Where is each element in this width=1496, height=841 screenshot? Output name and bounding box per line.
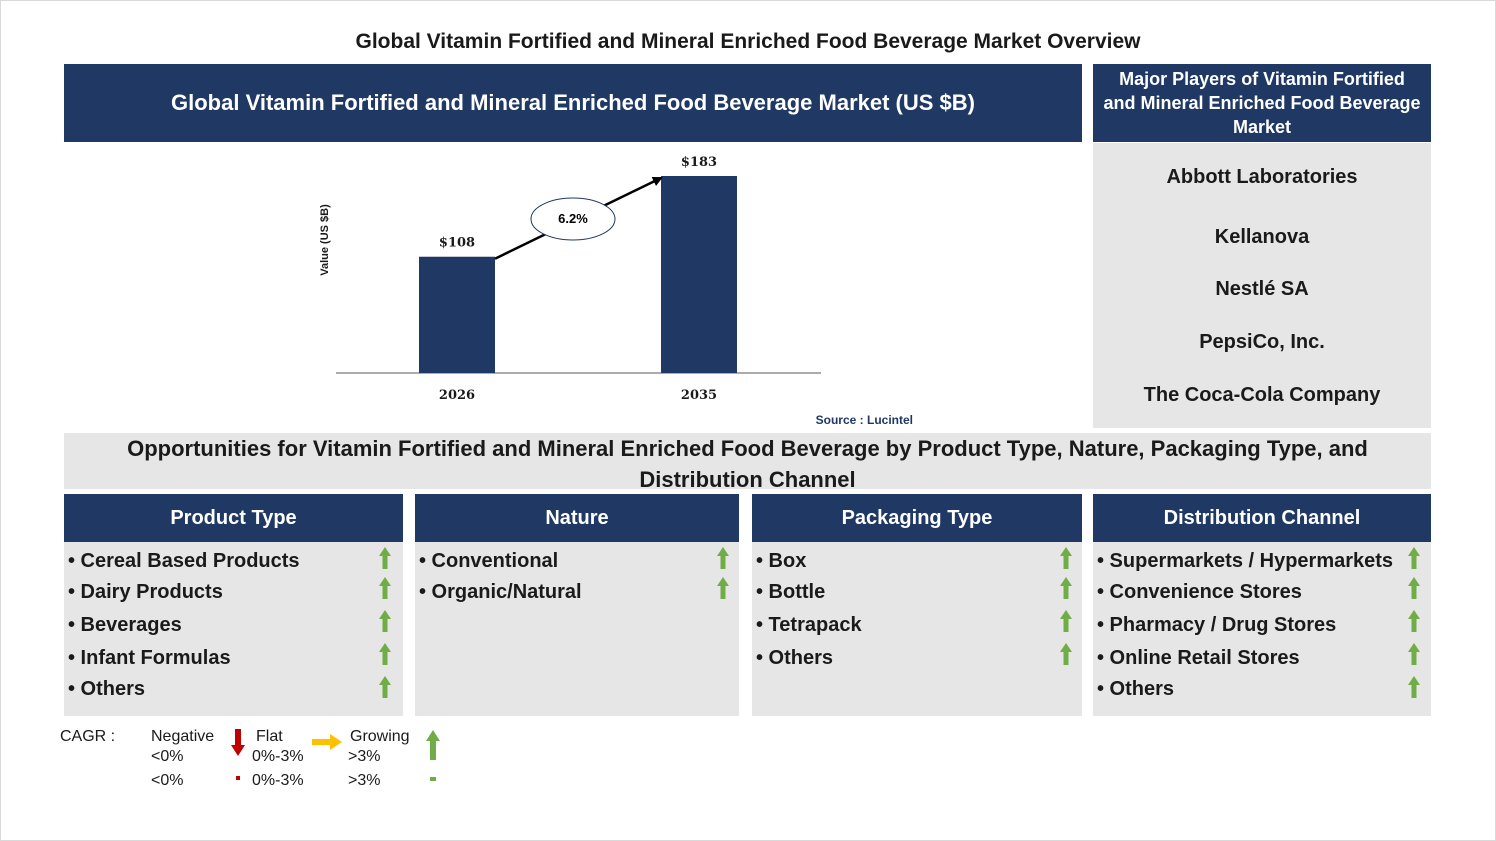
segment-item: • Convenience Stores (1097, 581, 1302, 603)
player-coca-cola: The Coca-Cola Company (1143, 384, 1381, 406)
cagr-ellipse (530, 197, 616, 241)
bar-2035 (661, 176, 737, 373)
segment-item: • Beverages (68, 614, 182, 636)
opportunities-title: Opportunities for Vitamin Fortified and … (64, 433, 1431, 492)
segment-header-product-type: Product Type (64, 494, 403, 542)
segment-body-distribution-channel: • Supermarkets / Hypermarkets • Convenie… (1093, 542, 1431, 716)
x-tick-label-2026: 2026 (439, 388, 475, 403)
up-arrow-icon (717, 547, 729, 569)
right-arrow-icon (312, 734, 342, 750)
segment-body-packaging-type: • Box • Bottle • Tetrapack • Others (752, 542, 1082, 716)
x-tick-label-2035: 2035 (681, 388, 717, 403)
segment-body-nature: • Conventional • Organic/Natural (415, 542, 739, 716)
segment-header-packaging-type: Packaging Type (752, 494, 1082, 542)
legend-negative-range-echo: <0% (151, 772, 184, 789)
segment-item: • Bottle (756, 581, 826, 603)
data-label-2035: $183 (681, 155, 717, 170)
cagr-label: 6.2% (558, 211, 588, 226)
segment-item: • Tetrapack (756, 614, 862, 636)
up-arrow-icon (1060, 577, 1072, 599)
player-pepsico: PepsiCo, Inc. (1199, 331, 1325, 353)
legend-flat-label: Flat (256, 728, 283, 745)
segment-item: • Pharmacy / Drug Stores (1097, 614, 1337, 636)
segment-header-nature: Nature (415, 494, 739, 542)
up-arrow-icon (379, 676, 391, 698)
segment-header-distribution-channel: Distribution Channel (1093, 494, 1431, 542)
segment-item: • Others (68, 678, 146, 700)
legend-negative-range: <0% (151, 748, 184, 765)
segment-item: • Conventional (419, 550, 559, 572)
segment-item: • Supermarkets / Hypermarkets (1097, 550, 1394, 572)
legend-flat-range-echo: 0%-3% (252, 772, 304, 789)
segment-body-product-type: • Cereal Based Products • Dairy Products… (64, 542, 403, 716)
legend-growing-label: Growing (350, 728, 410, 745)
up-arrow-icon (379, 547, 391, 569)
legend-negative-label: Negative (151, 728, 215, 745)
up-arrow-icon (1060, 643, 1072, 665)
bar-2026 (419, 256, 495, 373)
up-arrow-icon (379, 643, 391, 665)
data-label-2026: $108 (439, 236, 475, 251)
legend-growing-echo-mark (430, 777, 436, 781)
chart-source: Source : Lucintel (816, 413, 913, 427)
up-arrow-icon (379, 577, 391, 599)
legend-negative: Negative <0% (151, 727, 214, 767)
segment-item: • Organic/Natural (419, 581, 582, 603)
players-header: Major Players of Vitamin Fortified and M… (1093, 64, 1431, 142)
down-arrow-icon (231, 729, 245, 756)
segment-item: • Cereal Based Products (68, 550, 300, 572)
up-arrow-icon (426, 730, 440, 760)
legend-growing-range-echo: >3% (348, 772, 381, 789)
legend-growing: Growing >3% (348, 727, 410, 767)
legend-negative-echo-mark (236, 776, 240, 780)
up-arrow-icon (379, 610, 391, 632)
up-arrow-icon (1408, 610, 1420, 632)
player-abbott: Abbott Laboratories (1166, 166, 1358, 188)
segment-item: • Others (1097, 678, 1175, 700)
up-arrow-icon (1060, 547, 1072, 569)
up-arrow-icon (717, 577, 729, 599)
legend-cagr-label: CAGR : (60, 728, 116, 745)
segment-item: • Infant Formulas (68, 647, 231, 669)
legend-flat: Flat 0%-3% (252, 727, 304, 767)
market-bar-chart: Value (US $B) $108 2026 $183 2035 6.2% Sour… (319, 155, 913, 427)
up-arrow-icon (1408, 547, 1420, 569)
chart-header: Global Vitamin Fortified and Mineral Enr… (64, 64, 1082, 142)
player-kellanova: Kellanova (1214, 226, 1310, 248)
up-arrow-icon (1408, 643, 1420, 665)
up-arrow-icon (1408, 676, 1420, 698)
legend-growing-range: >3% (348, 748, 381, 765)
y-axis-label: Value (US $B) (319, 204, 331, 276)
segment-item: • Others (756, 647, 834, 669)
segment-item: • Dairy Products (68, 581, 223, 603)
segment-item: • Box (756, 550, 807, 572)
segment-item: • Online Retail Stores (1097, 647, 1300, 669)
legend-flat-range: 0%-3% (252, 748, 304, 765)
page-title: Global Vitamin Fortified and Mineral Enr… (355, 30, 1141, 53)
players-list: Abbott Laboratories Kellanova Nestlé SA … (1093, 143, 1431, 428)
up-arrow-icon (1060, 610, 1072, 632)
up-arrow-icon (1408, 577, 1420, 599)
player-nestle: Nestlé SA (1215, 278, 1309, 300)
